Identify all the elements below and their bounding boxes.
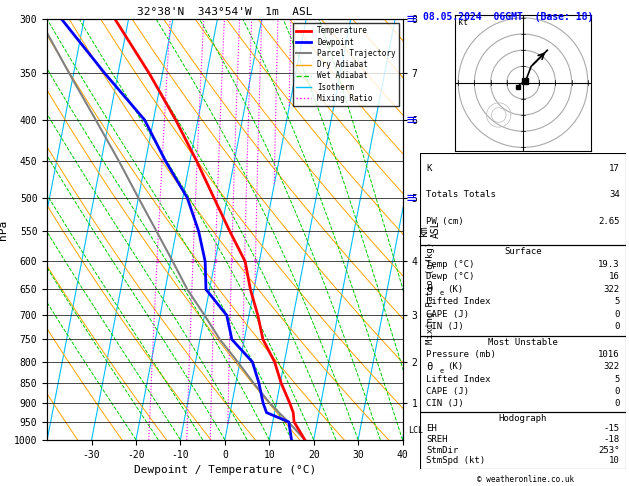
- Text: CAPE (J): CAPE (J): [426, 310, 469, 319]
- Text: (K): (K): [447, 363, 463, 371]
- Text: 253°: 253°: [598, 446, 620, 455]
- Text: 5: 5: [243, 259, 247, 264]
- Text: 08.05.2024  06GMT  (Base: 18): 08.05.2024 06GMT (Base: 18): [423, 12, 594, 22]
- Text: e: e: [440, 290, 444, 296]
- Text: CAPE (J): CAPE (J): [426, 386, 469, 396]
- Text: kt: kt: [458, 18, 468, 27]
- Text: SREH: SREH: [426, 435, 448, 444]
- Text: -18: -18: [604, 435, 620, 444]
- Text: 2: 2: [191, 259, 195, 264]
- Text: 5: 5: [615, 297, 620, 306]
- Text: LCL: LCL: [408, 427, 423, 435]
- Text: 3: 3: [213, 259, 217, 264]
- Text: e: e: [440, 368, 444, 374]
- Text: 34: 34: [609, 191, 620, 199]
- Text: Lifted Index: Lifted Index: [426, 375, 491, 383]
- Text: 19.3: 19.3: [598, 260, 620, 269]
- Text: Mixing Ratio (g/kg): Mixing Ratio (g/kg): [426, 242, 435, 344]
- Text: Pressure (mb): Pressure (mb): [426, 350, 496, 360]
- Text: EH: EH: [426, 424, 437, 433]
- X-axis label: Dewpoint / Temperature (°C): Dewpoint / Temperature (°C): [134, 465, 316, 475]
- Text: PW (cm): PW (cm): [426, 217, 464, 226]
- Text: 17: 17: [609, 164, 620, 174]
- Text: ≡: ≡: [406, 13, 417, 26]
- Text: ≡: ≡: [406, 113, 417, 127]
- Text: 0: 0: [615, 386, 620, 396]
- Text: 6: 6: [253, 259, 257, 264]
- Text: StmDir: StmDir: [426, 446, 459, 455]
- Title: 32°38'N  343°54'W  1m  ASL: 32°38'N 343°54'W 1m ASL: [137, 7, 313, 17]
- Text: © weatheronline.co.uk: © weatheronline.co.uk: [477, 474, 574, 484]
- Text: ≡: ≡: [406, 191, 417, 205]
- Text: 1016: 1016: [598, 350, 620, 360]
- Text: (K): (K): [447, 285, 463, 294]
- Text: StmSpd (kt): StmSpd (kt): [426, 456, 486, 466]
- Text: 1: 1: [155, 259, 159, 264]
- Text: 10: 10: [609, 456, 620, 466]
- Text: θ: θ: [426, 362, 433, 372]
- Text: Most Unstable: Most Unstable: [488, 338, 558, 347]
- Text: 4: 4: [230, 259, 233, 264]
- Text: CIN (J): CIN (J): [426, 399, 464, 408]
- Text: Surface: Surface: [504, 247, 542, 256]
- Text: K: K: [426, 164, 431, 174]
- Text: θ: θ: [426, 284, 433, 294]
- Text: 5: 5: [615, 375, 620, 383]
- Text: CIN (J): CIN (J): [426, 322, 464, 331]
- Text: 2.65: 2.65: [598, 217, 620, 226]
- Text: Dewp (°C): Dewp (°C): [426, 272, 475, 281]
- Text: 322: 322: [604, 363, 620, 371]
- Text: Lifted Index: Lifted Index: [426, 297, 491, 306]
- Text: Hodograph: Hodograph: [499, 414, 547, 422]
- Text: 0: 0: [615, 399, 620, 408]
- Y-axis label: hPa: hPa: [0, 220, 8, 240]
- Text: 0: 0: [615, 322, 620, 331]
- Text: Temp (°C): Temp (°C): [426, 260, 475, 269]
- Text: Totals Totals: Totals Totals: [426, 191, 496, 199]
- Text: 16: 16: [609, 272, 620, 281]
- Y-axis label: km
ASL: km ASL: [419, 221, 440, 239]
- Text: 0: 0: [615, 310, 620, 319]
- Text: 322: 322: [604, 285, 620, 294]
- Text: -15: -15: [604, 424, 620, 433]
- Legend: Temperature, Dewpoint, Parcel Trajectory, Dry Adiabat, Wet Adiabat, Isotherm, Mi: Temperature, Dewpoint, Parcel Trajectory…: [292, 23, 399, 106]
